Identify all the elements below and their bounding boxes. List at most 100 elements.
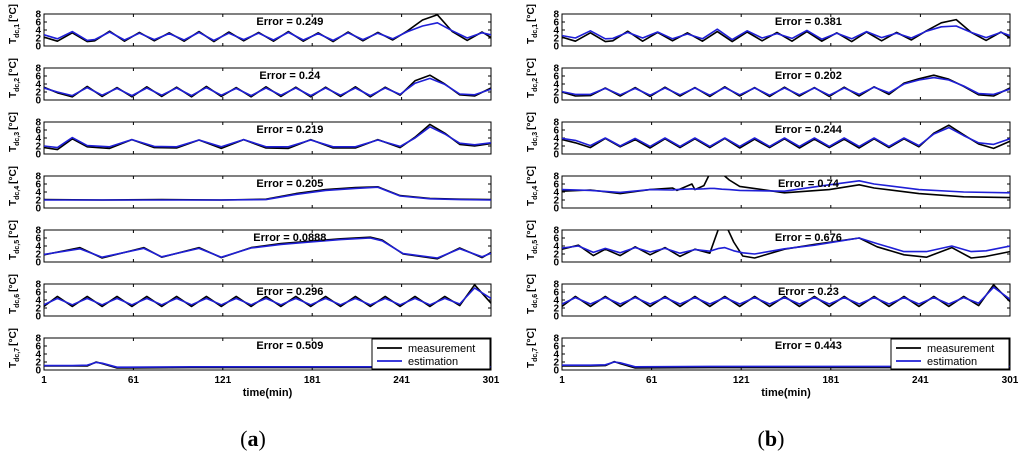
x-tick-label: 61 <box>128 375 140 386</box>
y-tick-label: 4 <box>35 350 41 361</box>
y-axis-label: Tdc,2 [°C] <box>8 58 21 98</box>
estimation-line <box>562 237 1010 255</box>
y-tick-label: 2 <box>35 250 41 261</box>
y-label-symbol: T <box>526 308 537 314</box>
y-label-subscript: dc,1 <box>532 24 539 38</box>
estimation-line <box>562 361 1010 368</box>
y-label-symbol: T <box>526 92 537 98</box>
y-label-subscript: dc,7 <box>14 348 21 362</box>
error-label: Error = 0.443 <box>775 340 842 352</box>
y-tick-label: 4 <box>35 80 41 91</box>
series-lines <box>44 186 491 201</box>
y-tick-label: 2 <box>35 304 41 315</box>
y-label-symbol: T <box>526 146 537 152</box>
y-tick-label: 4 <box>35 242 41 253</box>
y-label-symbol: T <box>8 254 19 260</box>
y-label-subscript: dc,4 <box>532 186 539 200</box>
y-label-unit: [°C] <box>8 328 19 346</box>
x-tick-label: 181 <box>822 375 839 386</box>
y-tick-label: 4 <box>553 26 559 37</box>
y-axis-label: Tdc,4 [°C] <box>8 166 21 206</box>
y-label-unit: [°C] <box>526 4 537 22</box>
y-tick-label: 0 <box>553 150 559 161</box>
y-label-symbol: T <box>526 38 537 44</box>
y-axis-label: Tdc,5 [°C] <box>526 220 539 260</box>
y-tick-label: 8 <box>35 118 41 129</box>
y-tick-label: 8 <box>553 118 559 129</box>
y-label-unit: [°C] <box>526 328 537 346</box>
y-label-symbol: T <box>8 146 19 152</box>
y-tick-label: 6 <box>553 18 559 29</box>
y-tick-label: 0 <box>35 312 41 323</box>
estimation-line <box>44 237 491 259</box>
y-tick-label: 6 <box>35 72 41 83</box>
y-tick-label: 0 <box>35 366 41 377</box>
estimation-line <box>44 77 491 97</box>
y-tick-label: 0 <box>35 150 41 161</box>
y-label-symbol: T <box>8 92 19 98</box>
y-tick-label: 8 <box>35 10 41 21</box>
y-tick-label: 8 <box>35 280 41 291</box>
y-axis-label: Tdc,6 [°C] <box>8 274 21 314</box>
plot-frame <box>561 13 1011 47</box>
y-tick-label: 8 <box>553 64 559 75</box>
y-label-subscript: dc,7 <box>532 348 539 362</box>
y-tick-label: 6 <box>553 234 559 245</box>
y-tick-label: 2 <box>35 34 41 45</box>
y-tick-label: 2 <box>35 196 41 207</box>
panel-caption: (a) <box>240 426 266 451</box>
y-tick-label: 4 <box>553 188 559 199</box>
y-tick-label: 6 <box>35 18 41 29</box>
error-label: Error = 0.205 <box>256 178 323 190</box>
y-tick-label: 0 <box>35 204 41 215</box>
y-label-symbol: T <box>526 362 537 368</box>
x-tick-label: 1 <box>559 375 565 386</box>
y-axis-label: Tdc,2 [°C] <box>526 58 539 98</box>
measurement-line <box>562 74 1010 98</box>
y-label-unit: [°C] <box>526 112 537 130</box>
y-tick-label: 8 <box>35 64 41 75</box>
y-label-subscript: dc,4 <box>14 186 21 200</box>
error-label: Error = 0.0888 <box>253 232 326 244</box>
y-label-unit: [°C] <box>8 220 19 238</box>
estimation-line <box>562 180 1010 194</box>
error-label: Error = 0.23 <box>778 286 839 298</box>
measurement-line <box>44 284 491 308</box>
y-tick-label: 2 <box>35 142 41 153</box>
y-label-subscript: dc,5 <box>14 240 21 254</box>
estimation-line <box>44 287 491 306</box>
series-lines <box>44 361 491 369</box>
y-tick-label: 4 <box>553 296 559 307</box>
y-tick-label: 8 <box>35 172 41 183</box>
y-tick-label: 2 <box>553 142 559 153</box>
series-lines <box>562 74 1010 98</box>
y-axis-label: Tdc,3 [°C] <box>526 112 539 152</box>
y-label-subscript: dc,2 <box>14 78 21 92</box>
y-axis-label: Tdc,6 [°C] <box>526 274 539 314</box>
y-axis-label: Tdc,1 [°C] <box>526 4 539 44</box>
y-label-symbol: T <box>8 362 19 368</box>
series-lines <box>562 124 1010 150</box>
panel-caption: (b) <box>758 426 785 451</box>
y-axis-label: Tdc,4 [°C] <box>526 166 539 206</box>
y-label-subscript: dc,3 <box>532 132 539 146</box>
y-tick-label: 6 <box>553 126 559 137</box>
y-axis-label: Tdc,7 [°C] <box>526 328 539 368</box>
y-tick-label: 6 <box>553 288 559 299</box>
x-tick-label: 301 <box>483 375 500 386</box>
legend-box <box>890 338 1010 370</box>
y-tick-label: 0 <box>553 204 559 215</box>
y-label-subscript: dc,3 <box>14 132 21 146</box>
y-tick-label: 6 <box>35 288 41 299</box>
y-tick-label: 0 <box>35 42 41 53</box>
